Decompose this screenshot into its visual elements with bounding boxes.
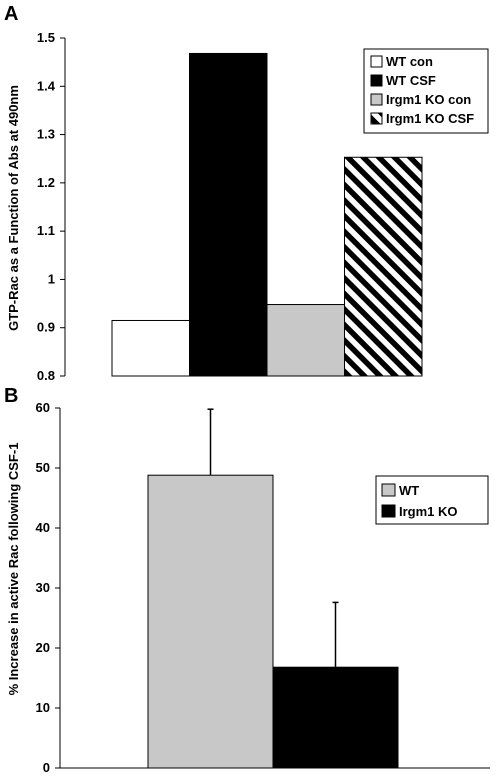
panel-a-bar-wt-con	[111, 319, 190, 377]
panel-b-legend: WT Irgm1 KO	[375, 475, 489, 525]
panel-b-legend-label: Irgm1 KO	[399, 504, 458, 519]
panel-a-y-tick-label: 1.2	[37, 175, 55, 190]
panel-b-y-axis-label: % Increase in active Rac following CSF-1	[6, 443, 21, 696]
panel-a-y-tick-label: 1.4	[37, 78, 56, 93]
panel-a-legend-swatch	[370, 55, 383, 68]
panel-a-y-axis-label: GTP-Rac as a Function of Abs at 490nm	[6, 85, 21, 331]
panel-b-y-tick-label: 30	[36, 580, 50, 595]
chart-panel-a: A GTP-Rac as a Function of Abs at 490nm …	[4, 3, 489, 383]
panel-a-bar-irgm1-ko-con	[266, 304, 345, 377]
panel-a-y-tick-label: 1.3	[37, 127, 55, 142]
panel-b-legend-swatch	[381, 504, 396, 518]
panel-a-legend-swatch	[370, 112, 383, 125]
panel-a-legend-box	[363, 48, 489, 134]
panel-b-y-tick-label: 40	[36, 520, 50, 535]
panel-b-y-tick-label: 10	[36, 700, 50, 715]
panel-a-legend: WT con WT CSF Irgm1 KO con Irgm1 KO CSF	[363, 48, 489, 134]
panel-b-bar-wt	[147, 474, 274, 769]
panel-b-y-tick-label: 50	[36, 460, 50, 475]
panel-a-bar-wt-csf	[189, 52, 268, 377]
panel-a-y-tick-label: 1.1	[37, 223, 55, 238]
panel-a-legend-label: WT CSF	[386, 73, 436, 88]
panel-b-y-tick-label: 20	[36, 640, 50, 655]
panel-a-y-tick-label: 0.9	[37, 320, 55, 335]
panel-a-y-tick-label: 0.8	[37, 368, 55, 383]
panel-b-bar-irgm1-ko	[272, 666, 399, 769]
panel-a-legend-label: Irgm1 KO con	[386, 92, 471, 107]
panel-a-legend-label: Irgm1 KO CSF	[386, 111, 474, 126]
chart-panel-b: B % Increase in active Rac following CSF…	[4, 385, 490, 775]
panel-a-letter: A	[4, 3, 18, 25]
panel-a-y-tick-label: 1.5	[37, 30, 55, 45]
panel-a-bar-irgm1-ko-csf	[344, 156, 423, 377]
panel-b-legend-label: WT	[399, 483, 419, 498]
panel-b-letter: B	[4, 385, 18, 407]
panel-b-y-tick-label: 60	[36, 400, 50, 415]
panel-a-legend-label: WT con	[386, 54, 433, 69]
panel-a-y-tick-label: 1	[48, 271, 55, 286]
panel-a-legend-swatch	[370, 93, 383, 106]
panel-b-legend-swatch	[381, 483, 396, 497]
panel-a-legend-swatch	[370, 74, 383, 87]
panel-b-y-tick-label: 0	[43, 760, 50, 775]
